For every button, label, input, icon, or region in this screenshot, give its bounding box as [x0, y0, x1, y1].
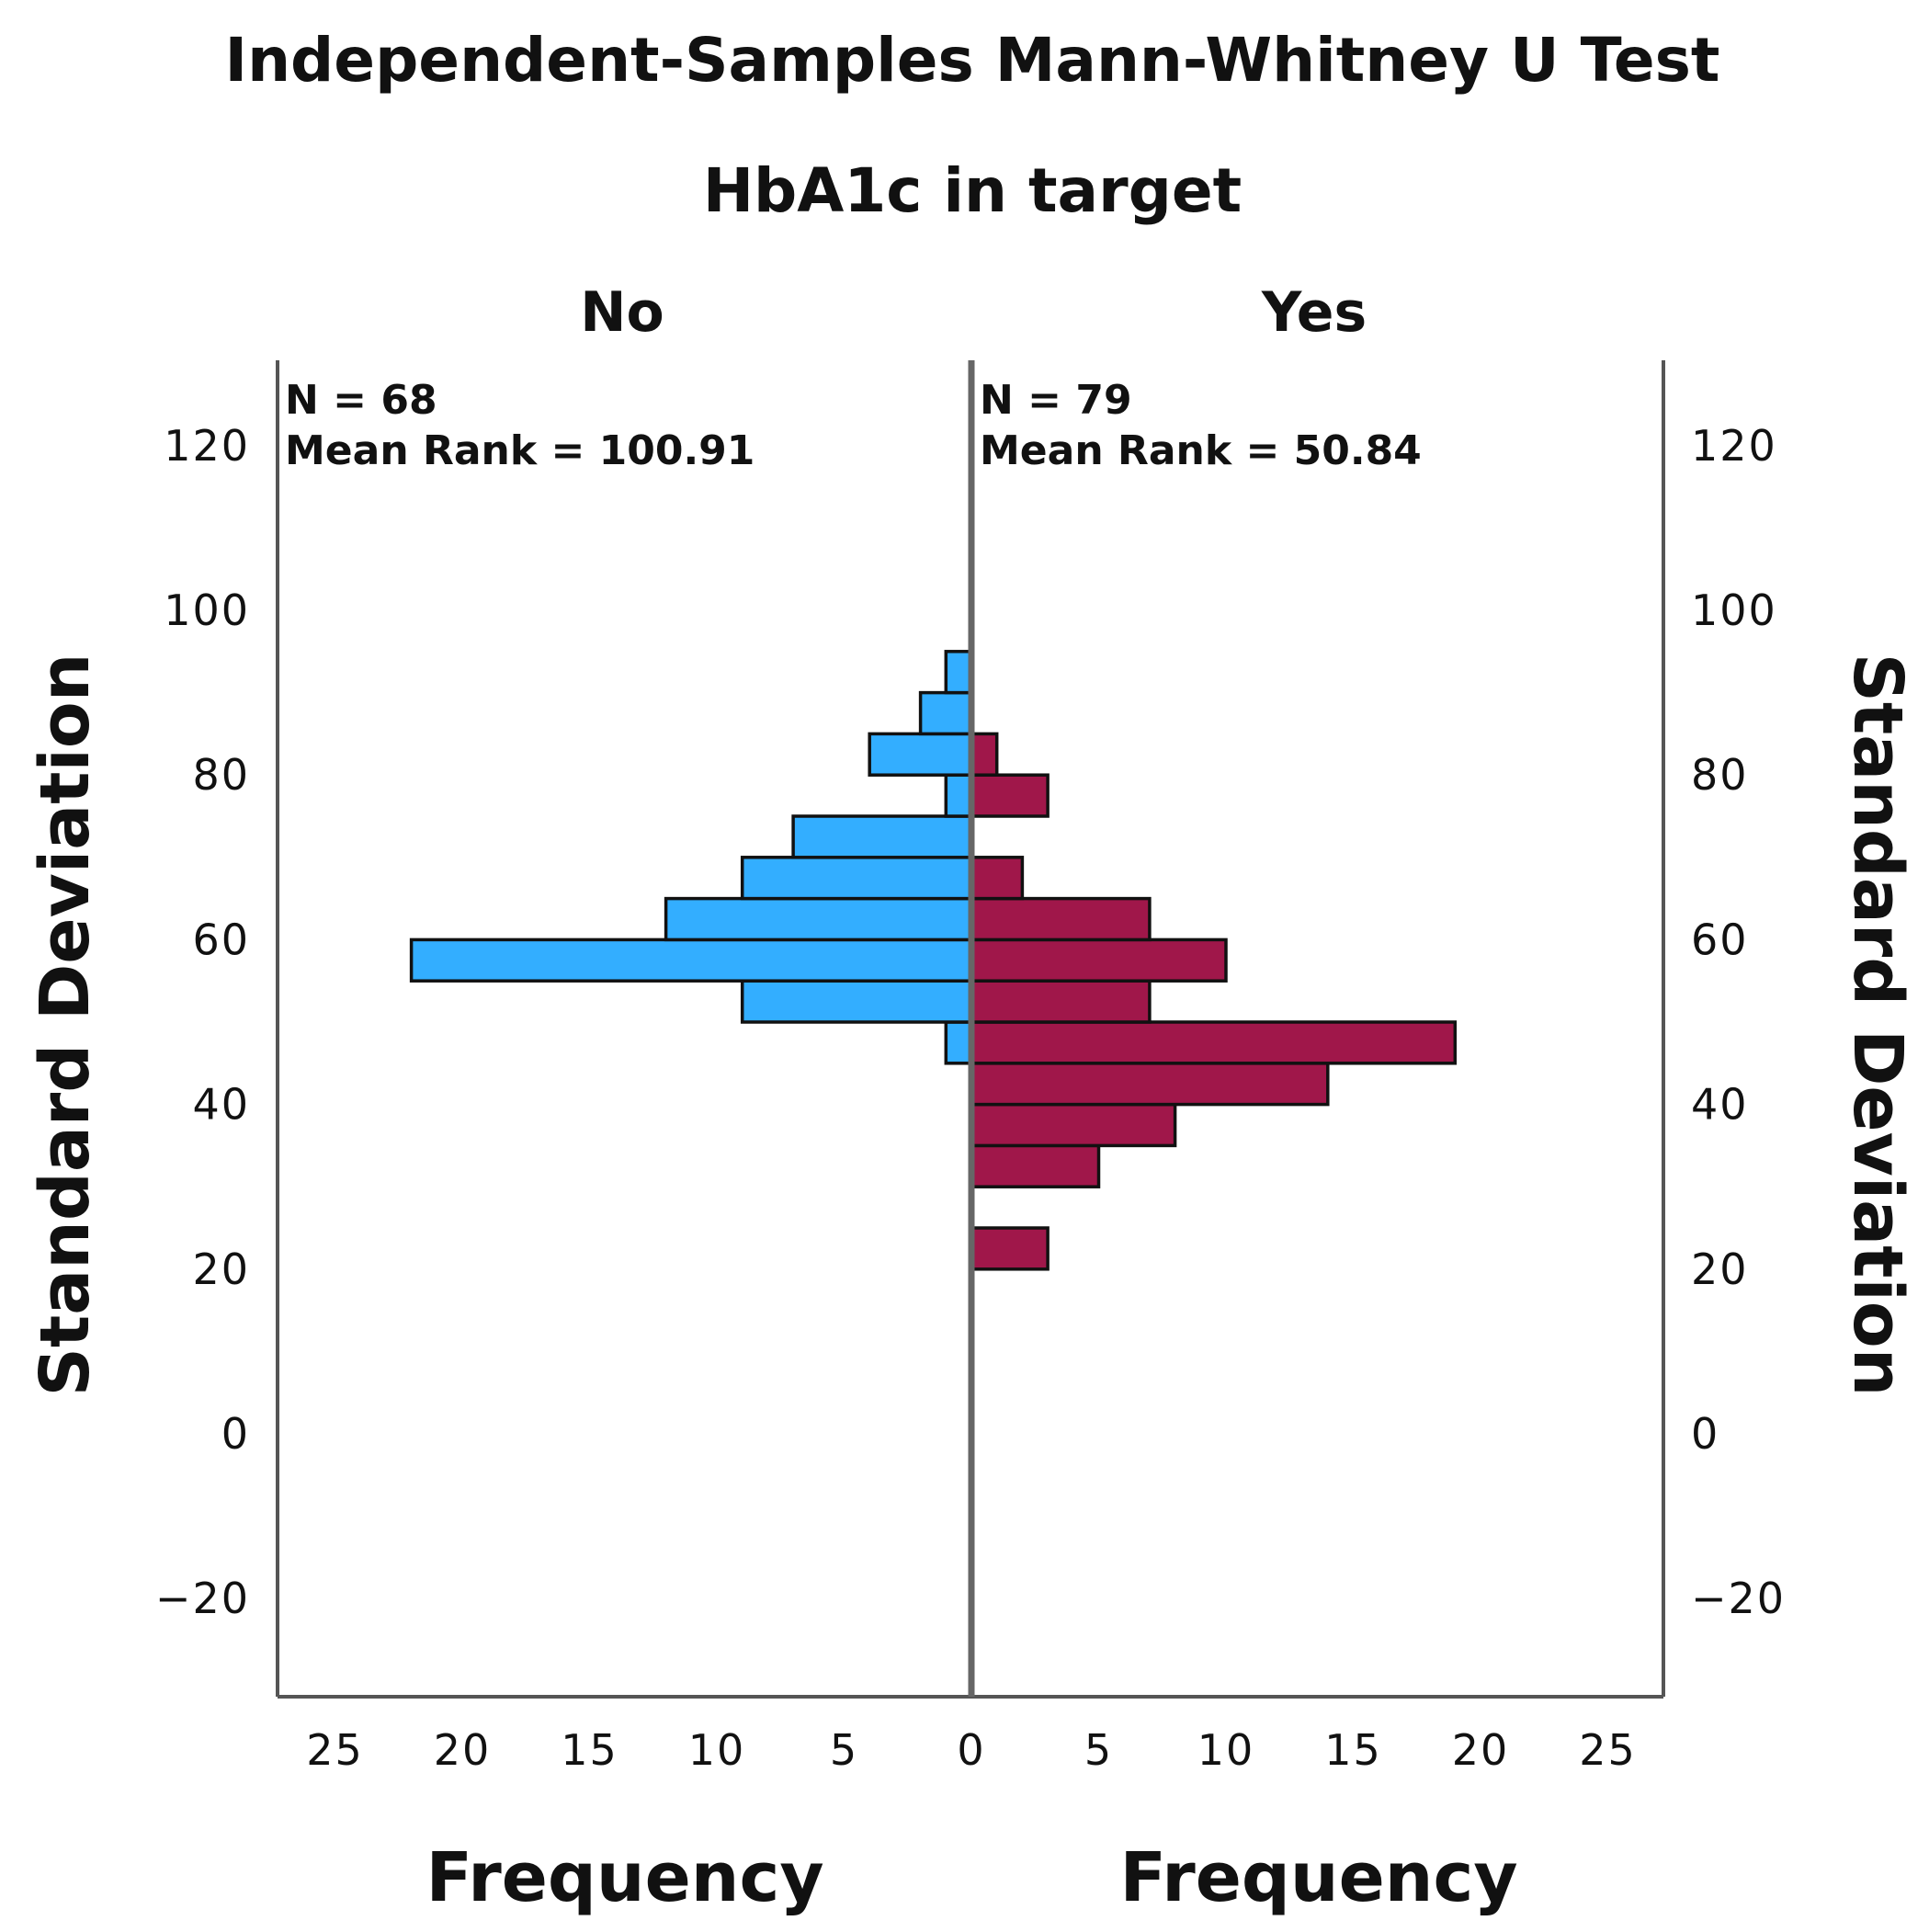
y-tick-right-120: 120 [1691, 421, 1777, 471]
y-ticks-left: −20 0 20 40 60 80 100 120 [155, 421, 250, 1623]
x-tick-right-10: 10 [1197, 1725, 1255, 1775]
y-tick-right--20: −20 [1691, 1574, 1786, 1623]
y-tick-left-100: 100 [164, 585, 250, 635]
y-tick-left-20: 20 [192, 1244, 250, 1294]
y-tick-left-80: 80 [192, 750, 250, 800]
x-tick-right-25: 25 [1579, 1725, 1637, 1775]
bar-yes-20-25 [970, 1226, 1050, 1271]
bar-no-45-50 [944, 1020, 973, 1065]
bar-yes-40-45 [970, 1062, 1330, 1107]
y-tick-left-120: 120 [164, 421, 250, 471]
bar-no-50-55 [740, 979, 973, 1024]
chart-title: Independent-Samples Mann-Whitney U Test [225, 25, 1720, 96]
bar-yes-75-80 [970, 773, 1050, 818]
panel-title-yes: Yes [1261, 280, 1367, 345]
x-tick-left-25: 25 [306, 1725, 364, 1775]
y-tick-right-40: 40 [1691, 1080, 1749, 1130]
bar-no-85-90 [918, 690, 973, 736]
bar-no-65-70 [740, 856, 973, 901]
bar-no-80-85 [868, 732, 973, 777]
bar-yes-45-50 [970, 1020, 1458, 1065]
bar-no-70-75 [791, 814, 973, 859]
bar-yes-35-40 [970, 1102, 1177, 1148]
x-axis-label-right: Frequency [1119, 1838, 1517, 1917]
y-tick-right-0: 0 [1691, 1409, 1719, 1459]
y-tick-left-0: 0 [221, 1409, 250, 1459]
x-axis-label-left: Frequency [426, 1838, 823, 1917]
panel-title-no: No [580, 280, 664, 345]
y-tick-right-60: 60 [1691, 915, 1749, 964]
y-ticks-right: −20 0 20 40 60 80 100 120 [1691, 421, 1786, 1623]
bar-yes-65-70 [970, 856, 1025, 901]
bars-yes [970, 732, 1458, 1271]
x-tick-left-5: 5 [830, 1725, 858, 1775]
bar-yes-80-85 [970, 732, 999, 777]
bar-yes-55-60 [970, 938, 1228, 983]
x-tick-right-15: 15 [1324, 1725, 1382, 1775]
n-label-yes: N = 79 [980, 377, 1132, 424]
n-label-no: N = 68 [285, 377, 437, 424]
y-tick-right-100: 100 [1691, 585, 1777, 635]
mean-rank-label-yes: Mean Rank = 50.84 [980, 427, 1422, 474]
y-tick-left-40: 40 [192, 1080, 250, 1130]
y-tick-right-20: 20 [1691, 1244, 1749, 1294]
bar-no-90-95 [944, 650, 973, 695]
mean-rank-label-no: Mean Rank = 100.91 [285, 427, 755, 474]
x-tick-0: 0 [957, 1725, 985, 1775]
x-tick-left-10: 10 [688, 1725, 746, 1775]
chart-subtitle: HbA1c in target [703, 155, 1242, 226]
y-axis-label-right: Standard Deviation [1838, 653, 1917, 1397]
x-ticks: 0 5 5 10 10 15 15 20 20 25 25 [306, 1725, 1637, 1775]
bar-no-60-65 [664, 896, 973, 942]
bars-no [409, 650, 973, 1065]
x-tick-right-20: 20 [1452, 1725, 1510, 1775]
y-tick-left-60: 60 [192, 915, 250, 964]
x-tick-left-15: 15 [561, 1725, 618, 1775]
x-tick-right-5: 5 [1084, 1725, 1113, 1775]
y-axis-label-left: Standard Deviation [26, 653, 105, 1397]
x-tick-left-20: 20 [434, 1725, 492, 1775]
bar-yes-60-65 [970, 896, 1152, 942]
y-tick-right-80: 80 [1691, 750, 1749, 800]
bar-yes-30-35 [970, 1143, 1101, 1188]
bar-no-55-60 [409, 938, 973, 983]
bar-yes-50-55 [970, 979, 1152, 1024]
bar-no-75-80 [944, 773, 973, 818]
y-tick-left--20: −20 [155, 1574, 250, 1623]
